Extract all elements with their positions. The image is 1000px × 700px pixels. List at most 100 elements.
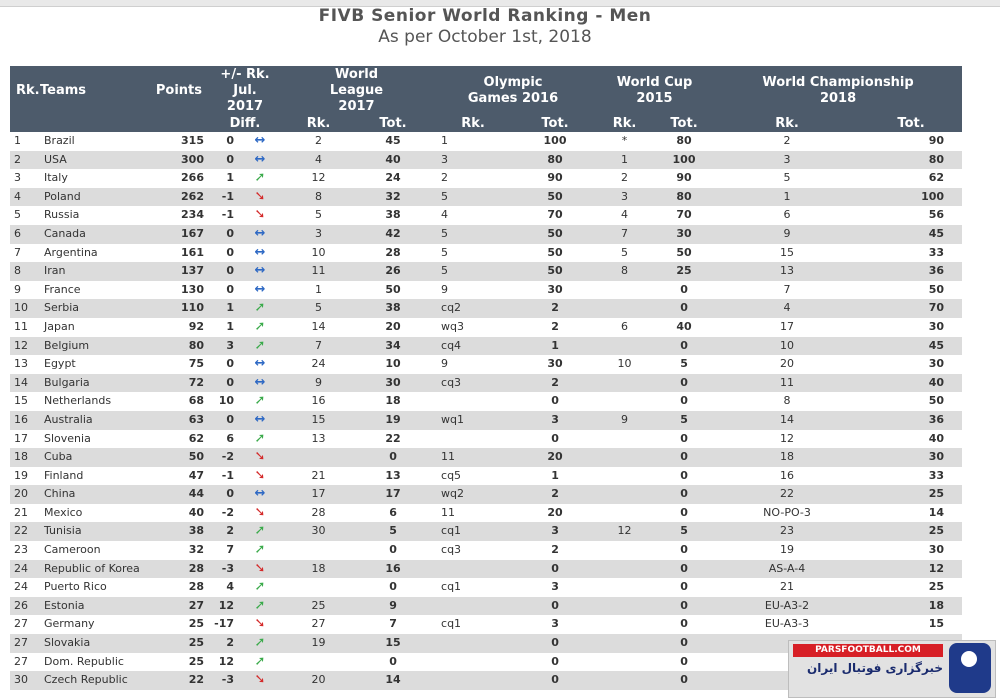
wc-tot-cell: 5 <box>680 357 688 371</box>
wl-rk-cell: 9 <box>282 373 356 393</box>
rank-cell: 12 <box>10 336 40 356</box>
rank-cell: 17 <box>14 431 28 445</box>
diff-cell: 0 <box>226 134 234 147</box>
wc-rk-cell <box>595 299 655 318</box>
og-tot-cell: 3 <box>515 522 596 542</box>
og-tot-cell: 1 <box>515 336 596 356</box>
og-rk-cell: cq1 <box>431 522 516 542</box>
same-arrow-icon: ↔ <box>254 411 266 427</box>
down-arrow-icon: ➘ <box>254 560 266 576</box>
team-cell: Brazil <box>44 134 75 147</box>
table-row: 9 France 130 0 ↔ 1 50 9 30 0 7 50 <box>10 281 962 300</box>
wc-tot-cell: 0 <box>680 431 688 445</box>
og-rk-cell: wq1 <box>431 410 516 430</box>
wc-tot-cell: 100 <box>654 150 715 170</box>
points-cell: 25 <box>188 654 204 668</box>
team-cell: Bulgaria <box>40 373 148 393</box>
up-arrow-icon: ➚ <box>254 300 266 316</box>
og-rk-cell: cq3 <box>431 373 516 393</box>
points-cell: 266 <box>181 171 204 185</box>
wc-tot-cell: 0 <box>654 448 715 467</box>
diff-cell: 0 <box>208 373 238 393</box>
wl-rk-cell: 20 <box>282 671 356 690</box>
og-rk-cell: cq5 <box>441 468 462 482</box>
table-row: 8 Iran 137 0 ↔ 11 26 5 50 8 25 13 36 <box>10 262 963 281</box>
team-cell: Germany <box>44 617 95 631</box>
ch-rk-cell: 22 <box>714 485 861 504</box>
wl-tot-cell: 28 <box>385 245 401 259</box>
rank-cell: 22 <box>10 522 40 542</box>
ch-rk-cell: 13 <box>714 262 861 281</box>
team-cell: Canada <box>40 224 148 244</box>
wc-rk-cell: 6 <box>621 319 629 333</box>
rank-cell: 26 <box>10 596 40 616</box>
wc-rk-cell <box>595 541 654 560</box>
wc-tot-cell: 0 <box>654 373 715 393</box>
ch-rk-cell: 14 <box>714 410 861 430</box>
wl-tot-cell: 16 <box>355 559 432 579</box>
trend-cell: ↔ <box>238 485 283 504</box>
trend-cell: ➚ <box>238 634 283 653</box>
og-tot-cell: 0 <box>515 596 596 616</box>
ch-rk-cell: 19 <box>780 543 795 557</box>
diff-cell: -17 <box>214 617 234 631</box>
ch-rk-cell: 5 <box>783 171 791 185</box>
points-cell: 44 <box>148 485 208 504</box>
ch-rk-cell: 9 <box>714 224 861 244</box>
wc-rk-cell: 5 <box>621 245 629 259</box>
down-arrow-icon: ➘ <box>254 616 266 632</box>
table-row: 13 Egypt 75 0 ↔ 24 10 9 30 10 5 20 30 <box>10 355 962 374</box>
diff-cell: 1 <box>226 319 234 333</box>
wc-tot-cell: 0 <box>680 468 688 482</box>
wl-rk-cell: 15 <box>282 410 356 430</box>
table-row: 24 Puerto Rico 28 4 ➚ 0 cq1 3 0 21 25 <box>10 578 962 597</box>
ch-tot-cell: 18 <box>860 596 963 616</box>
trend-cell: ↔ <box>238 244 282 263</box>
header-row: Rk. Teams Points +/- Rk. Jul. 2017 World… <box>10 66 963 116</box>
team-cell: Argentina <box>44 245 98 259</box>
rank-cell: 6 <box>10 224 40 244</box>
diff-cell: 6 <box>226 431 234 445</box>
header-olympic-games: Olympic Games 2016 <box>431 66 596 116</box>
wl-rk-cell: 16 <box>311 394 326 408</box>
wl-tot-cell: 42 <box>355 224 432 244</box>
ch-tot-cell: 30 <box>928 543 945 557</box>
ch-tot-cell: 40 <box>860 373 963 393</box>
wl-tot-cell: 34 <box>355 336 432 356</box>
ch-tot-cell: 45 <box>860 336 963 356</box>
header-world-championship: World Championship 2018 <box>714 66 963 116</box>
points-cell: 315 <box>181 134 204 147</box>
ch-rk-cell: 17 <box>780 319 795 333</box>
wc-rk-cell <box>595 281 654 300</box>
ch-tot-cell: 25 <box>860 522 963 542</box>
og-rk-cell <box>431 559 516 579</box>
subheader-wc-rk: Rk. <box>595 116 655 132</box>
points-cell: 68 <box>188 394 204 408</box>
og-rk-cell: wq2 <box>431 485 516 504</box>
ch-rk-cell: EU-A3-3 <box>764 617 810 631</box>
subheader-wc-tot: Tot. <box>654 116 715 132</box>
wl-rk-cell: 1 <box>315 282 323 296</box>
wl-tot-cell: 24 <box>385 171 401 185</box>
rank-cell: 18 <box>10 448 40 467</box>
wc-rk-cell: 4 <box>621 208 629 222</box>
wl-rk-cell: 30 <box>282 522 356 542</box>
diff-cell: 0 <box>208 485 238 504</box>
up-arrow-icon: ➚ <box>254 337 266 353</box>
ch-rk-cell: 1 <box>714 187 861 207</box>
og-tot-cell: 0 <box>551 394 559 408</box>
ch-tot-cell: 70 <box>860 299 963 318</box>
rank-cell: 16 <box>10 410 40 430</box>
table-row: 4 Poland 262 -1 ➘ 8 32 5 50 3 80 1 100 <box>10 187 963 207</box>
diff-cell: -1 <box>208 187 238 207</box>
ch-tot-cell: 80 <box>860 150 963 170</box>
wl-tot-cell: 0 <box>389 580 397 594</box>
wl-tot-cell: 20 <box>385 319 401 333</box>
og-tot-cell: 3 <box>551 617 559 631</box>
ch-tot-cell: 36 <box>860 262 963 281</box>
rank-cell: 23 <box>14 543 28 557</box>
wl-rk-cell: 10 <box>311 245 326 259</box>
wc-tot-cell: 70 <box>676 208 692 222</box>
ch-rk-cell: 23 <box>714 522 861 542</box>
og-rk-cell: 5 <box>431 224 516 244</box>
